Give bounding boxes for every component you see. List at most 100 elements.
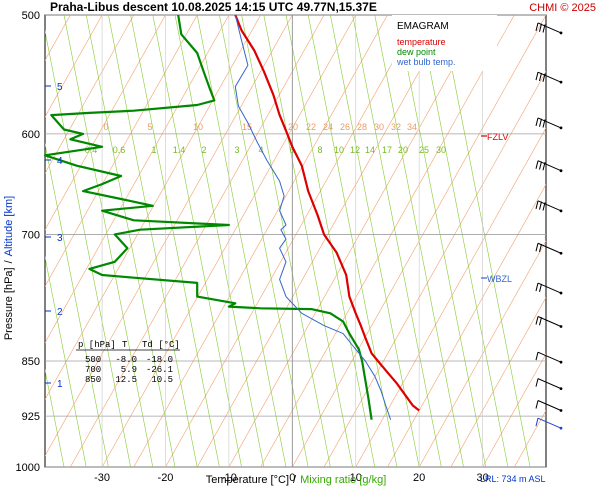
- chart-title: Praha-Libus descent 10.08.2025 14:15 UTC…: [50, 0, 377, 14]
- temperature-tick-label: 30: [476, 472, 488, 484]
- x-axis-label: Temperature [°C] / Mixing ratio [g/kg]: [206, 474, 387, 486]
- legend: EMAGRAM temperature dew point wet bulb t…: [392, 15, 497, 71]
- sounding-series: [43, 14, 420, 420]
- isotherm-line: [45, 15, 135, 174]
- wind-barb: [535, 160, 563, 173]
- wind-barb: [535, 22, 563, 35]
- mixing-ratio-line: [45, 368, 65, 467]
- table-header-td: Td [°C]: [142, 340, 180, 350]
- isotherm-label: 22: [306, 122, 316, 132]
- lrl-label: LRL: 734 m ASL: [480, 474, 546, 484]
- fzlv-label: FZLV: [487, 132, 508, 142]
- table-cell: -8.0: [115, 355, 137, 365]
- legend-title: EMAGRAM: [397, 21, 449, 32]
- table-header-t: T: [122, 340, 128, 350]
- temperature-tick-label: -10: [221, 472, 237, 484]
- mixing-ratio-line: [196, 15, 287, 467]
- wind-barb: [535, 282, 563, 295]
- pressure-tick-label: 925: [22, 411, 40, 423]
- temperature-tick-label: 0: [289, 472, 295, 484]
- table-cell: 700: [85, 365, 101, 375]
- legend-temperature: temperature: [397, 37, 446, 47]
- temperature-tick-labels: -30 -20 -10 0 10 20 30: [94, 472, 489, 484]
- legend-box: [392, 15, 497, 71]
- altitude-ticks: 1 2 3 4 5: [45, 82, 63, 390]
- mixing-ratio-line: [241, 15, 331, 467]
- x-label-separator: /: [293, 474, 297, 486]
- mixing-ratio-label: 17: [382, 145, 392, 155]
- mixing-ratio-line: [307, 15, 398, 467]
- mixing-ratio-label: 3: [234, 145, 239, 155]
- pressure-tick-label: 850: [22, 356, 40, 368]
- mixing-ratio-line: [63, 15, 154, 467]
- mixing-ratio-label: 25: [419, 145, 429, 155]
- altitude-tick-label: 5: [57, 82, 63, 93]
- pressure-tick-labels: 500 600 700 850 925 1000: [16, 10, 40, 474]
- mixing-ratio-label: 6: [289, 145, 294, 155]
- table-cell: 500: [85, 355, 101, 365]
- mixing-ratio-label: 12: [350, 145, 360, 155]
- temperature-tick-label: -30: [94, 472, 110, 484]
- isotherm-label: 0: [103, 122, 108, 132]
- wind-barb: [535, 200, 563, 213]
- wind-barb: [535, 71, 563, 84]
- isotherm-line: [196, 15, 452, 467]
- mixing-ratio-line: [219, 15, 309, 467]
- isotherm-line: [418, 240, 546, 467]
- isotherm-labels: 0 5 10 15 20 22 24 26 28 30 32 34: [103, 122, 417, 132]
- mixing-ratio-lines: [45, 15, 531, 467]
- mixing-ratio-label: 0.6: [113, 145, 126, 155]
- mixing-ratio-line: [418, 15, 509, 467]
- temperature-tick-label: -20: [158, 472, 174, 484]
- y-label-separator: /: [3, 259, 15, 263]
- mixing-ratio-label: 30: [436, 145, 446, 155]
- wind-barbs: [535, 22, 563, 430]
- altitude-tick-label: 1: [57, 379, 63, 390]
- pressure-tick-label: 700: [22, 229, 40, 241]
- table-header-pressure: p [hPa]: [78, 340, 116, 350]
- level-markers: FZLV WBZL LRL: 734 m ASL: [480, 132, 546, 484]
- mixing-ratio-line: [108, 15, 198, 467]
- isotherm-line: [482, 353, 546, 467]
- plot-area: 0 5 10 15 20 22 24 26 28 30 32 34 0.4 0.6 1 1.4 2 3 4 6 8 10…: [43, 14, 547, 468]
- pressure-tick-label: 1000: [16, 462, 40, 474]
- isotherm-label: 15: [242, 122, 252, 132]
- isotherm-label: 10: [193, 122, 203, 132]
- wind-barb: [535, 400, 563, 412]
- mixing-ratio-line: [152, 15, 242, 467]
- mixing-ratio-line: [352, 15, 442, 467]
- isotherm-line: [387, 183, 546, 467]
- mixing-ratio-line: [85, 15, 176, 467]
- mixing-ratio-line: [263, 15, 353, 467]
- y-label-pressure: Pressure [hPa]: [3, 267, 15, 340]
- temperature-line: [234, 14, 420, 412]
- wet-bulb-line: [234, 14, 392, 420]
- wind-barb: [535, 316, 563, 328]
- y-axis-label: Pressure [hPa] / Altitude [km]: [3, 196, 15, 340]
- x-label-temperature: Temperature [°C]: [206, 474, 289, 486]
- mixing-ratio-line: [45, 255, 87, 467]
- x-label-mixing: Mixing ratio [g/kg]: [300, 474, 386, 486]
- table-cell: 10.5: [151, 375, 173, 385]
- y-label-altitude: Altitude [km]: [3, 196, 15, 257]
- mixing-ratio-label: 10: [334, 145, 344, 155]
- pressure-tick-label: 500: [22, 10, 40, 22]
- mixing-ratio-line: [330, 15, 420, 467]
- isotherm-label: 20: [288, 122, 298, 132]
- isotherm-line: [45, 15, 103, 118]
- mixing-ratio-label: 1: [151, 145, 156, 155]
- isotherm-label: 5: [147, 122, 152, 132]
- wind-barb: [535, 117, 563, 130]
- table-cell: 5.9: [121, 365, 137, 375]
- wind-barb: [535, 351, 563, 364]
- isotherm-label: 28: [357, 122, 367, 132]
- isotherm-label: 30: [374, 122, 384, 132]
- dew-point-line: [43, 14, 373, 420]
- isotherm-label: 34: [407, 122, 417, 132]
- data-table: p [hPa] T Td [°C] 500 -8.0 -18.0 700 5.9…: [76, 340, 180, 385]
- temperature-tick-label: 20: [413, 472, 425, 484]
- temperature-tick-label: 10: [350, 472, 362, 484]
- altitude-tick-label: 2: [57, 307, 63, 318]
